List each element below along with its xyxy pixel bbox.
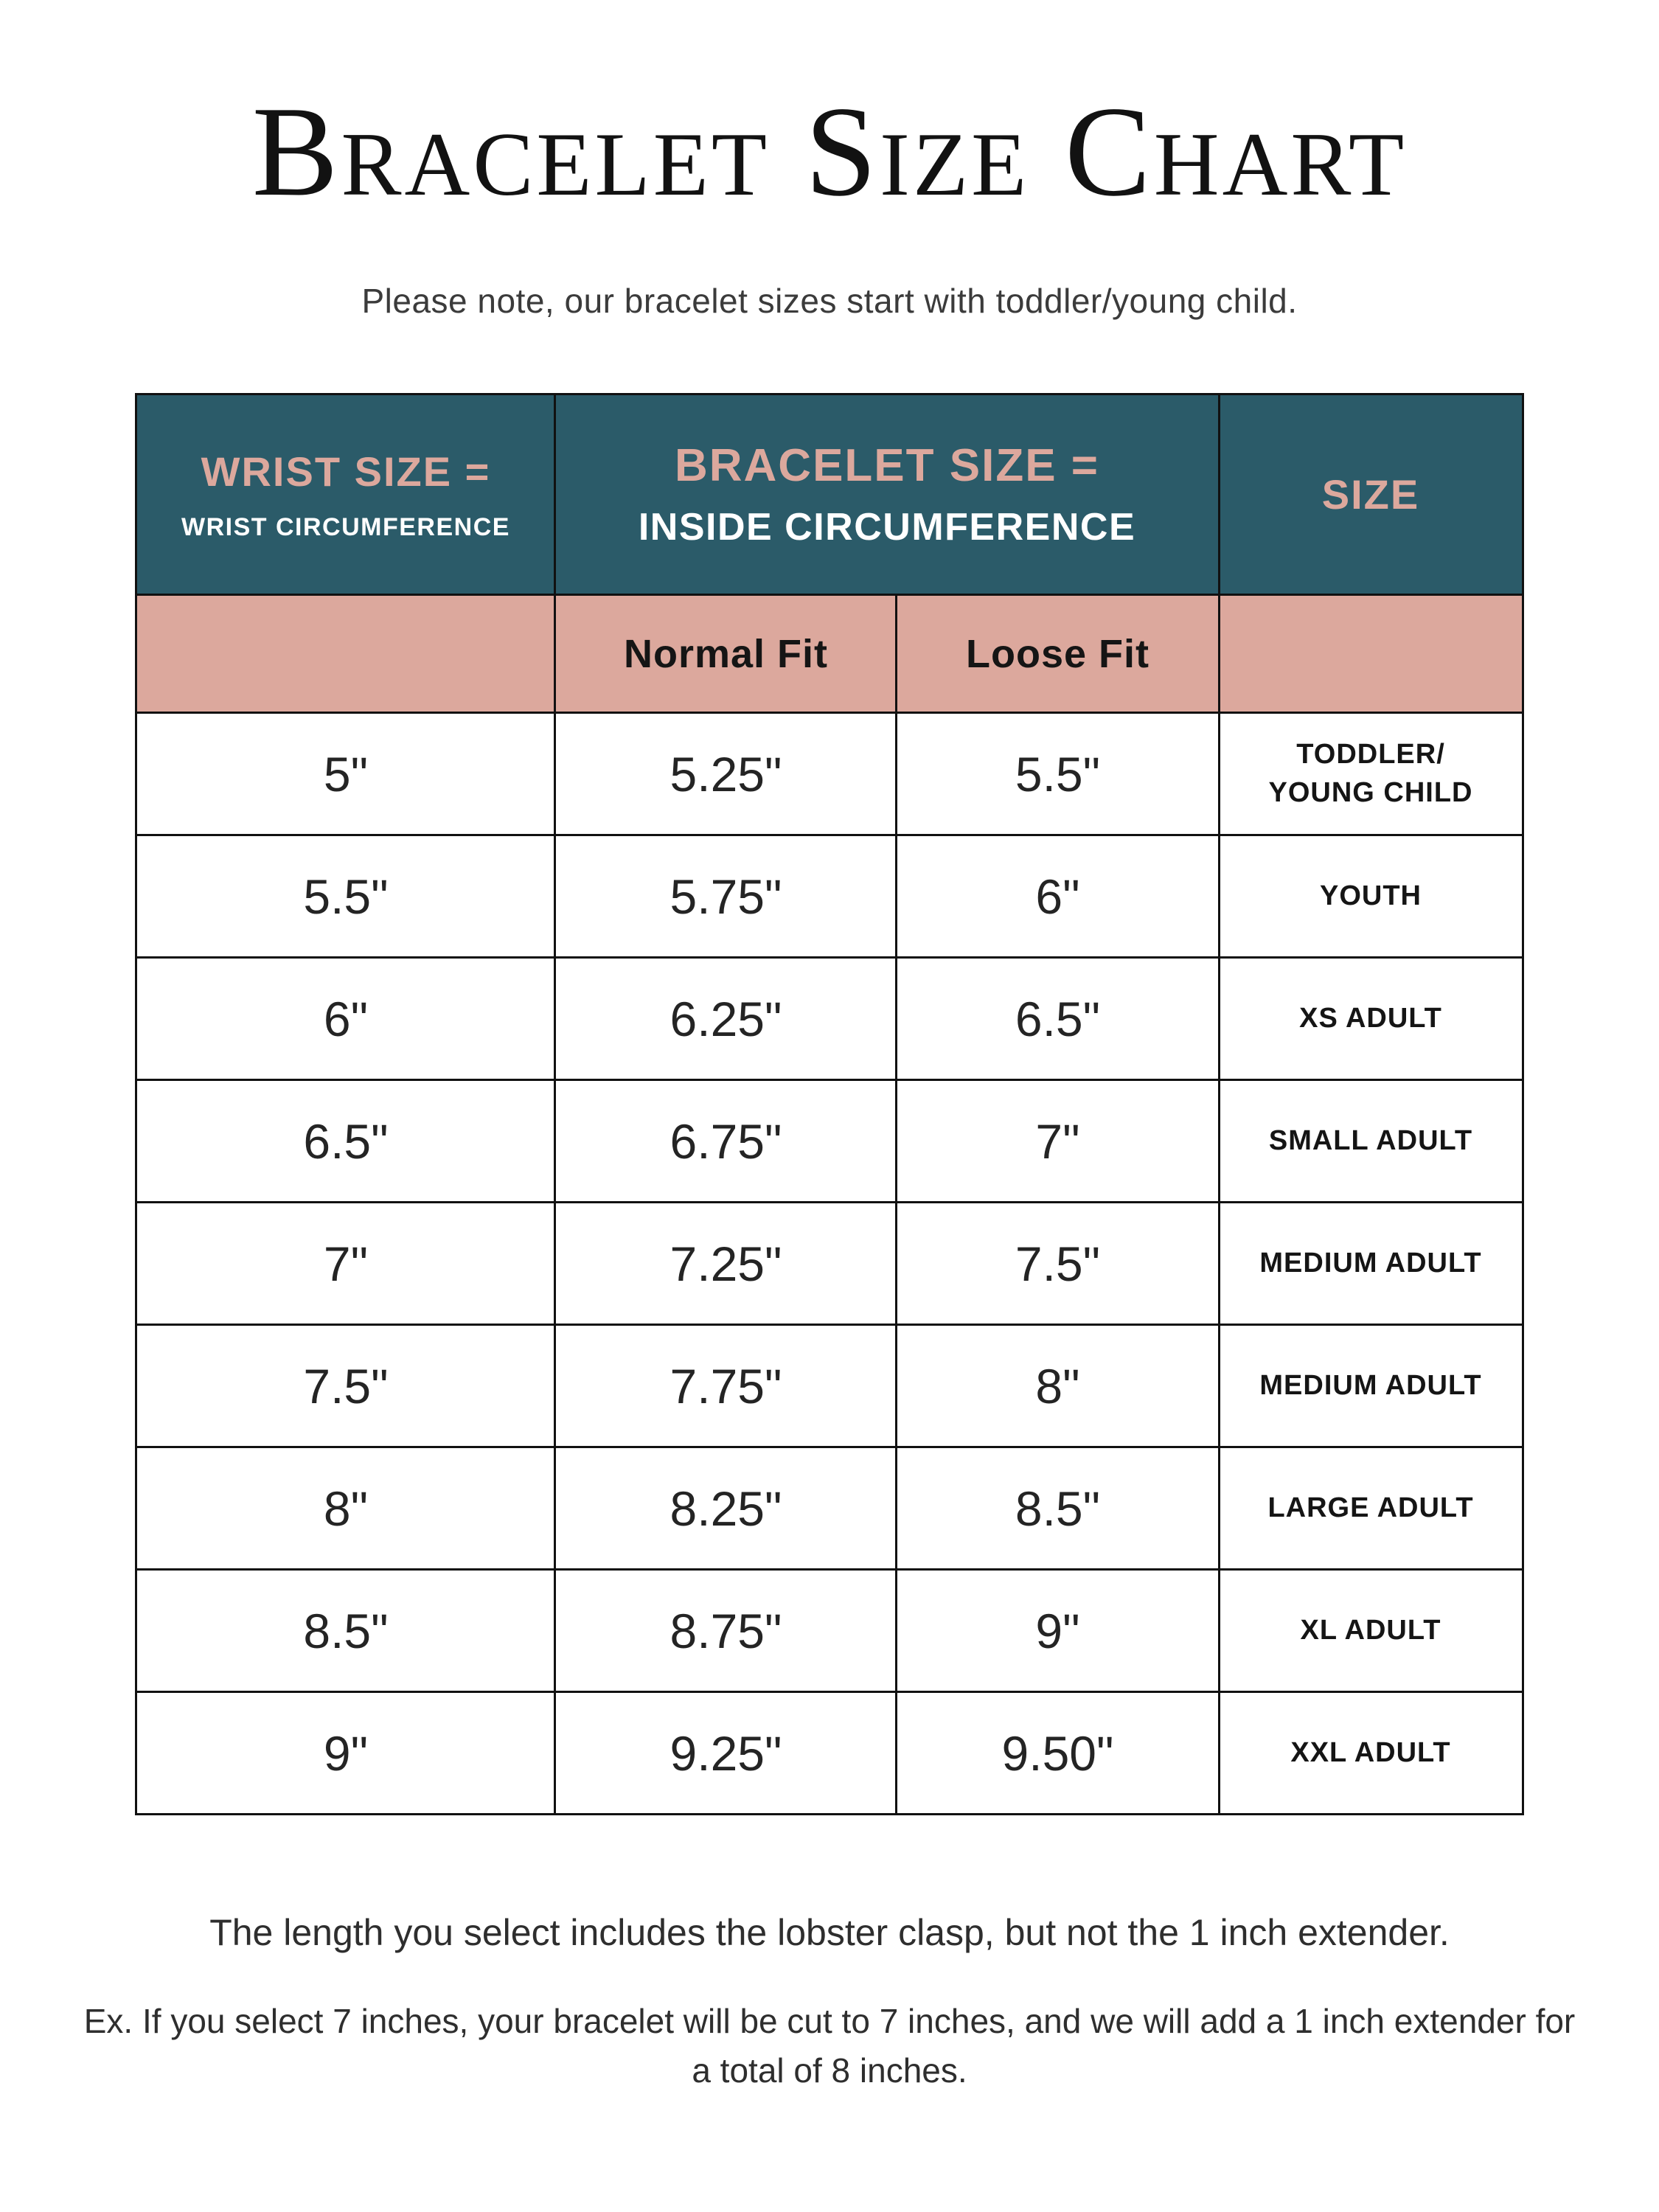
wrist-size-cell: 6.5" — [135, 1079, 557, 1203]
normal-fit-cell: 7.75" — [554, 1324, 898, 1448]
normal-fit-header-cell: Normal Fit — [554, 594, 898, 714]
size-chart-table: WRIST SIZE = WRIST CIRCUMFERENCE BRACELE… — [135, 393, 1524, 1815]
note-example: Ex. If you select 7 inches, your bracele… — [83, 2002, 1576, 2090]
size-label-cell: LARGE ADULT — [1217, 1446, 1524, 1571]
wrist-size-cell: 7.5" — [135, 1324, 557, 1448]
loose-fit-cell: 8.5" — [895, 1446, 1220, 1571]
wrist-size-cell: 9" — [135, 1691, 557, 1815]
size-label-cell: MEDIUM ADULT — [1217, 1324, 1524, 1448]
loose-fit-header-cell: Loose Fit — [895, 594, 1220, 714]
loose-fit-cell: 8" — [895, 1324, 1220, 1448]
normal-fit-cell: 5.25" — [554, 712, 898, 836]
header-row: WRIST SIZE = WRIST CIRCUMFERENCE BRACELE… — [135, 393, 1524, 596]
table-row: 5" 5.25" 5.5" TODDLER/ YOUNG CHILD — [135, 712, 1524, 836]
loose-fit-cell: 6" — [895, 834, 1220, 959]
size-label-cell: XXL ADULT — [1217, 1691, 1524, 1815]
bracelet-size-subtitle: INSIDE CIRCUMFERENCE — [638, 506, 1136, 549]
normal-fit-cell: 9.25" — [554, 1691, 898, 1815]
size-title: SIZE — [1321, 471, 1420, 518]
wrist-size-cell: 7" — [135, 1201, 557, 1326]
loose-fit-cell: 7" — [895, 1079, 1220, 1203]
fit-subheader-row: Normal Fit Loose Fit — [135, 594, 1524, 714]
normal-fit-cell: 8.25" — [554, 1446, 898, 1571]
loose-fit-cell: 9" — [895, 1568, 1220, 1693]
normal-fit-cell: 8.75" — [554, 1568, 898, 1693]
bracelet-size-header-cell: BRACELET SIZE = INSIDE CIRCUMFERENCE — [554, 393, 1220, 596]
size-label-cell: XL ADULT — [1217, 1568, 1524, 1693]
bracelet-size-title: BRACELET SIZE = — [674, 440, 1099, 491]
table-row: 7.5" 7.75" 8" MEDIUM ADULT — [135, 1324, 1524, 1448]
wrist-size-cell: 8.5" — [135, 1568, 557, 1693]
normal-fit-cell: 7.25" — [554, 1201, 898, 1326]
page-title: Bracelet Size Chart — [251, 80, 1408, 223]
page-subtitle: Please note, our bracelet sizes start wi… — [361, 282, 1298, 320]
table-row: 8.5" 8.75" 9" XL ADULT — [135, 1568, 1524, 1693]
table-row: 8" 8.25" 8.5" LARGE ADULT — [135, 1446, 1524, 1571]
wrist-size-header-cell: WRIST SIZE = WRIST CIRCUMFERENCE — [135, 393, 557, 596]
empty-subheader-cell-left — [135, 594, 557, 714]
bracelet-size-chart-page: Bracelet Size Chart Please note, our bra… — [83, 80, 1576, 2090]
table-row: 7" 7.25" 7.5" MEDIUM ADULT — [135, 1201, 1524, 1326]
normal-fit-cell: 6.75" — [554, 1079, 898, 1203]
normal-fit-cell: 6.25" — [554, 956, 898, 1081]
size-label-cell: SMALL ADULT — [1217, 1079, 1524, 1203]
loose-fit-cell: 9.50" — [895, 1691, 1220, 1815]
normal-fit-cell: 5.75" — [554, 834, 898, 959]
size-label-cell: MEDIUM ADULT — [1217, 1201, 1524, 1326]
table-row: 6.5" 6.75" 7" SMALL ADULT — [135, 1079, 1524, 1203]
wrist-size-subtitle: WRIST CIRCUMFERENCE — [181, 512, 510, 541]
size-label-cell: YOUTH — [1217, 834, 1524, 959]
size-header-cell: SIZE — [1217, 393, 1524, 596]
loose-fit-cell: 5.5" — [895, 712, 1220, 836]
size-label-cell: TODDLER/ YOUNG CHILD — [1217, 712, 1524, 836]
table-row: 9" 9.25" 9.50" XXL ADULT — [135, 1691, 1524, 1815]
wrist-size-cell: 8" — [135, 1446, 557, 1571]
wrist-size-cell: 5" — [135, 712, 557, 836]
wrist-size-cell: 5.5" — [135, 834, 557, 959]
table-row: 6" 6.25" 6.5" XS ADULT — [135, 956, 1524, 1081]
size-label-cell: XS ADULT — [1217, 956, 1524, 1081]
loose-fit-cell: 6.5" — [895, 956, 1220, 1081]
note-clasp-extender: The length you select includes the lobst… — [209, 1912, 1450, 1953]
loose-fit-cell: 7.5" — [895, 1201, 1220, 1326]
table-row: 5.5" 5.75" 6" YOUTH — [135, 834, 1524, 959]
wrist-size-cell: 6" — [135, 956, 557, 1081]
empty-subheader-cell-right — [1217, 594, 1524, 714]
wrist-size-title: WRIST SIZE = — [201, 448, 491, 495]
